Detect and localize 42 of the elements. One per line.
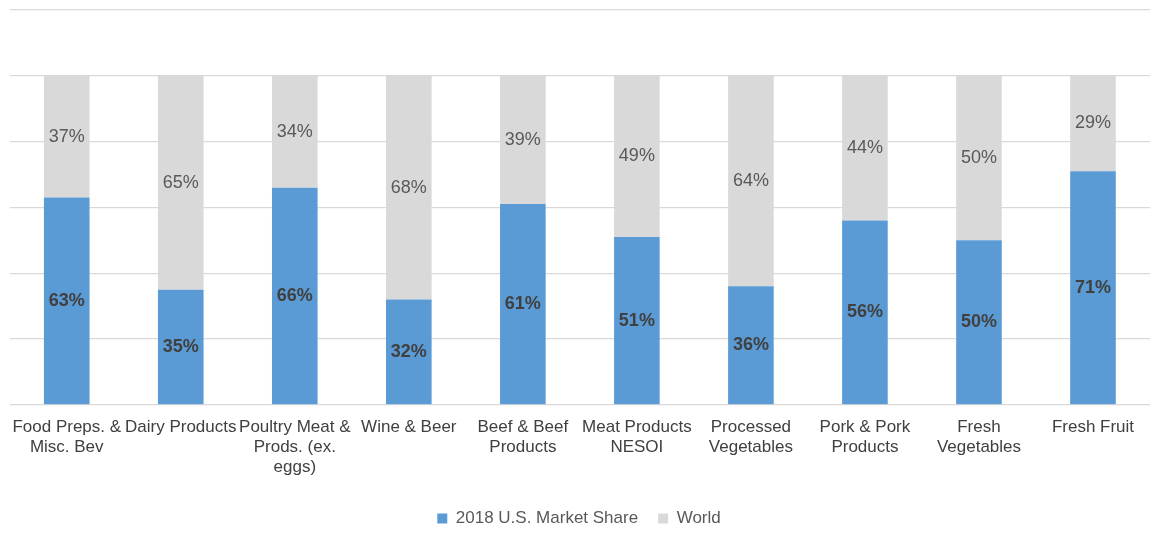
data-label: 49% [618, 145, 655, 166]
data-label: 64% [732, 170, 769, 191]
bar [271, 187, 318, 405]
data-label: 34% [276, 120, 313, 141]
data-label: 35% [162, 335, 199, 356]
bar [1070, 171, 1116, 405]
legend-label: 2018 U.S. Market Share [455, 508, 639, 528]
x-tick-label: Beef & Beef Products [477, 416, 569, 457]
data-label: 39% [504, 128, 541, 149]
x-tick-label: Fresh Fruit [1051, 416, 1135, 436]
x-tick-label: Dairy Products [125, 416, 237, 436]
x-tick-label: Fresh Vegetables [936, 416, 1022, 457]
bar [157, 289, 204, 405]
x-tick-label: Meat Products NESOI [582, 416, 692, 457]
x-tick-label: Poultry Meat & Prods. (ex. eggs) [239, 416, 352, 477]
x-tick-label: Processed Vegetables [708, 416, 793, 457]
data-label: 50% [960, 147, 997, 168]
data-label: 36% [732, 334, 769, 355]
bar [43, 197, 90, 405]
data-label: 68% [390, 176, 427, 197]
data-label: 51% [618, 309, 655, 330]
data-label: 61% [504, 293, 541, 314]
data-label: 44% [846, 137, 883, 158]
data-label: 50% [960, 311, 997, 332]
data-label: 37% [48, 125, 85, 146]
x-tick-label: Food Preps. & Misc. Bev [12, 416, 122, 457]
legend-label: World [676, 508, 721, 528]
data-label: 56% [846, 301, 883, 322]
bar [500, 204, 546, 405]
x-tick-label: Wine & Beer [361, 416, 457, 436]
bar [728, 286, 774, 405]
bar [614, 237, 660, 405]
bar [956, 240, 1002, 405]
data-label: 71% [1074, 276, 1111, 297]
data-label: 29% [1074, 112, 1111, 133]
x-tick-label: Pork & Pork Products [819, 416, 911, 457]
data-label: 66% [276, 284, 313, 305]
data-label: 65% [162, 171, 199, 192]
data-label: 63% [48, 289, 85, 310]
data-label: 32% [390, 340, 427, 361]
bar [386, 299, 432, 405]
bar [842, 220, 888, 405]
